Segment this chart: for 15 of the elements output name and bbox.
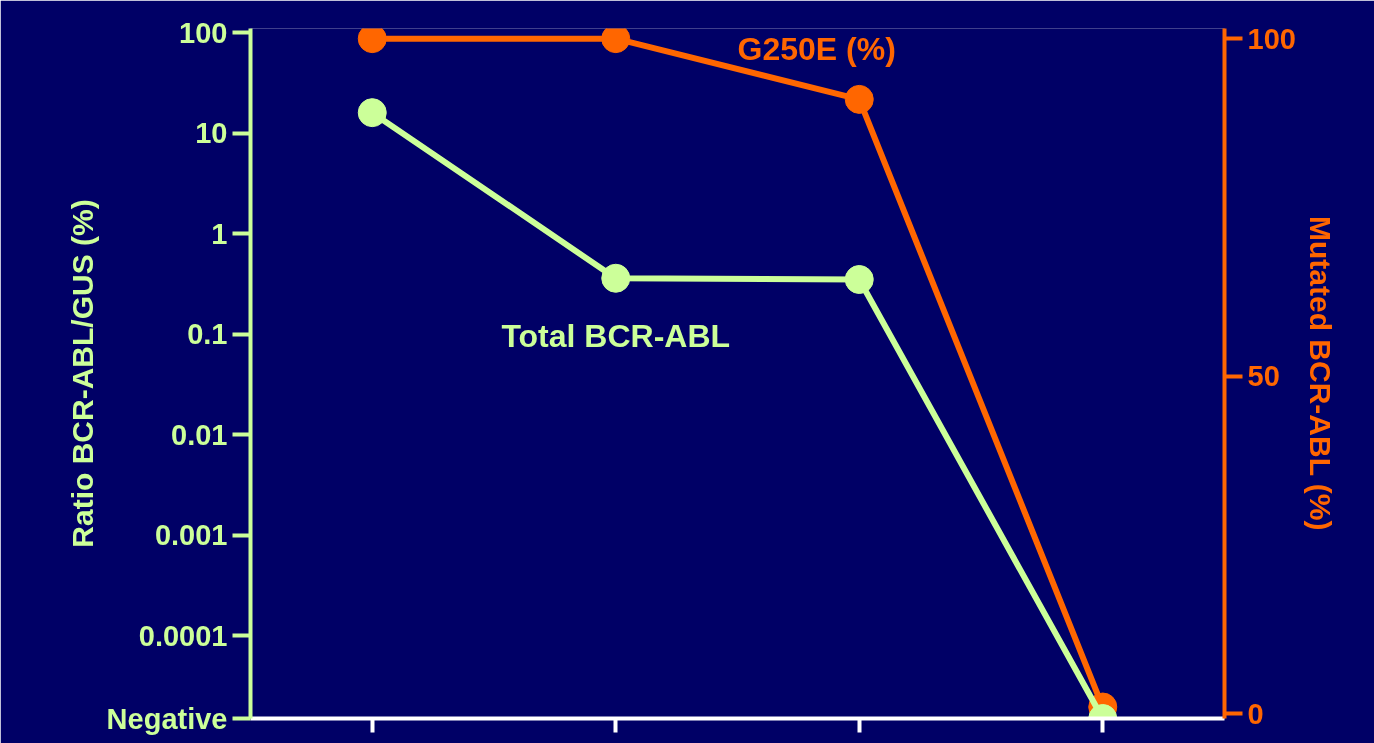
y-axis-title: Ratio BCR-ABL/GUS (%) — [65, 199, 99, 548]
y-tick-label: 0.1 — [187, 318, 228, 351]
y-tick-label: 0.0001 — [138, 619, 228, 652]
y2-tick-label: 0 — [1247, 697, 1264, 730]
y-tick-label: 100 — [179, 16, 228, 49]
series-label: G250E (%) — [737, 30, 896, 67]
y-tick-label: Negative — [106, 702, 228, 735]
y2-tick-label: 100 — [1247, 22, 1296, 55]
series-label: Total BCR-ABL — [501, 318, 731, 355]
y-tick-label: 0.001 — [154, 519, 228, 552]
y-tick-label: 0.01 — [171, 418, 228, 451]
y2-axis-title: Mutated BCR-ABL (%) — [1303, 216, 1337, 531]
y-tick-label: 10 — [195, 117, 228, 150]
y2-tick-label: 50 — [1247, 360, 1280, 393]
y-tick-label: 1 — [211, 217, 228, 250]
